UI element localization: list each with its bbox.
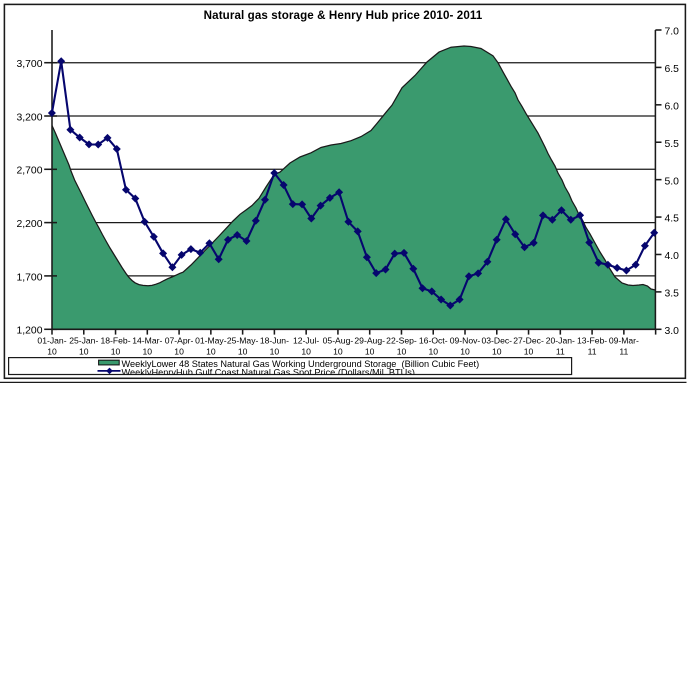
svg-text:4.5: 4.5 xyxy=(665,214,680,225)
svg-text:10: 10 xyxy=(524,347,534,357)
svg-text:01-Jan-: 01-Jan- xyxy=(37,336,66,346)
svg-text:29-Aug-: 29-Aug- xyxy=(354,336,385,346)
svg-text:10: 10 xyxy=(333,347,343,357)
svg-text:5.0: 5.0 xyxy=(665,176,680,187)
svg-text:11: 11 xyxy=(588,347,597,357)
svg-text:22-Sep-: 22-Sep- xyxy=(386,336,417,346)
svg-text:10: 10 xyxy=(460,347,470,357)
svg-text:01-May-: 01-May- xyxy=(195,336,227,346)
svg-text:10: 10 xyxy=(492,347,502,357)
svg-text:10: 10 xyxy=(206,347,216,357)
svg-text:3.5: 3.5 xyxy=(665,288,680,299)
svg-text:05-Aug-: 05-Aug- xyxy=(323,336,354,346)
svg-text:10: 10 xyxy=(270,347,280,357)
svg-text:4.0: 4.0 xyxy=(665,251,680,262)
svg-text:11: 11 xyxy=(619,347,628,357)
svg-text:27-Dec-: 27-Dec- xyxy=(513,336,544,346)
svg-text:1,700: 1,700 xyxy=(16,272,42,283)
svg-text:10: 10 xyxy=(397,347,407,357)
svg-text:1,200: 1,200 xyxy=(16,326,42,337)
svg-text:03-Dec-: 03-Dec- xyxy=(481,336,512,346)
svg-text:2,700: 2,700 xyxy=(16,166,42,177)
svg-text:10: 10 xyxy=(301,347,311,357)
svg-text:20-Jan-: 20-Jan- xyxy=(546,336,575,346)
svg-text:16-Oct-: 16-Oct- xyxy=(419,336,448,346)
svg-text:18-Feb-: 18-Feb- xyxy=(100,336,130,346)
svg-text:10: 10 xyxy=(174,347,184,357)
svg-text:6.5: 6.5 xyxy=(665,64,680,75)
svg-text:7.0: 7.0 xyxy=(665,27,680,38)
svg-text:14-Mar-: 14-Mar- xyxy=(132,336,162,346)
svg-text:25-Jan-: 25-Jan- xyxy=(69,336,98,346)
svg-text:6.0: 6.0 xyxy=(665,101,680,112)
svg-text:10: 10 xyxy=(47,347,57,357)
svg-text:10: 10 xyxy=(79,347,89,357)
svg-text:09-Mar-: 09-Mar- xyxy=(609,336,639,346)
svg-text:10: 10 xyxy=(143,347,153,357)
svg-text:09-Nov-: 09-Nov- xyxy=(450,336,481,346)
svg-text:WeeklyHenryHub Gulf Coast Natu: WeeklyHenryHub Gulf Coast Natural Gas Sp… xyxy=(122,367,415,377)
svg-text:11: 11 xyxy=(556,347,565,357)
svg-text:18-Jun-: 18-Jun- xyxy=(260,336,289,346)
svg-text:07-Apr-: 07-Apr- xyxy=(165,336,194,346)
svg-text:10: 10 xyxy=(428,347,438,357)
svg-text:13-Feb-: 13-Feb- xyxy=(577,336,607,346)
svg-text:10: 10 xyxy=(111,347,121,357)
svg-text:5.5: 5.5 xyxy=(665,139,680,150)
svg-text:2,200: 2,200 xyxy=(16,219,42,230)
svg-text:Natural gas storage & Henry Hu: Natural gas storage & Henry Hub price 20… xyxy=(204,9,483,22)
svg-text:10: 10 xyxy=(238,347,248,357)
svg-text:25-May-: 25-May- xyxy=(227,336,259,346)
svg-text:12-Jul-: 12-Jul- xyxy=(293,336,319,346)
svg-text:3,700: 3,700 xyxy=(16,59,42,70)
svg-text:10: 10 xyxy=(365,347,375,357)
svg-text:WeeklyLower 48 States Natural: WeeklyLower 48 States Natural Gas Workin… xyxy=(122,359,480,369)
svg-text:3,200: 3,200 xyxy=(16,112,42,123)
svg-text:3.0: 3.0 xyxy=(665,326,680,337)
